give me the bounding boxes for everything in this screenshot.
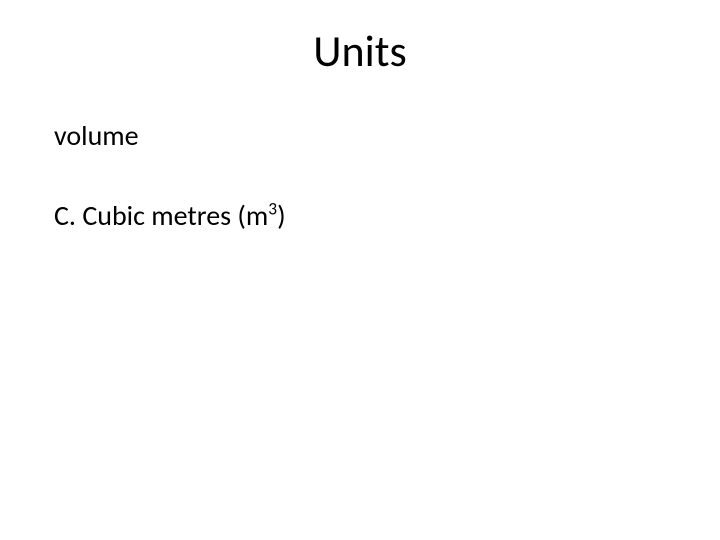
slide: Units volume C. Cubic metres (m3): [0, 0, 720, 540]
slide-title: Units: [0, 24, 720, 78]
answer-suffix: ): [277, 198, 286, 233]
answer-superscript: 3: [268, 198, 277, 220]
body-line-answer: C. Cubic metres (m3): [54, 198, 286, 233]
body-line-volume: volume: [54, 118, 139, 153]
answer-prefix: C. Cubic metres (m: [54, 198, 268, 233]
